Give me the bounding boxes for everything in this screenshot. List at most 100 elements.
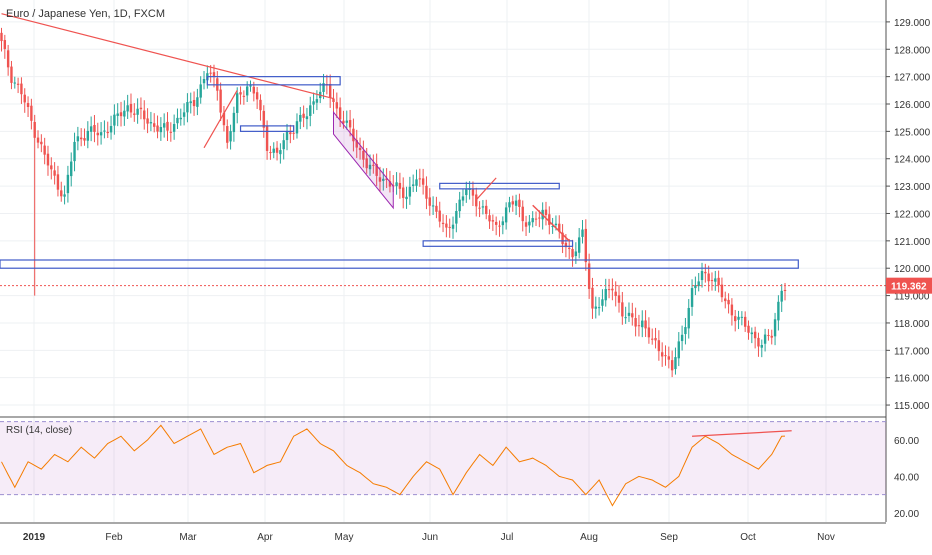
candle <box>179 117 182 120</box>
candle <box>518 199 521 207</box>
candle <box>431 205 435 207</box>
candle <box>219 89 222 113</box>
price-tick-label: 125.000 <box>894 127 931 138</box>
candle <box>455 211 458 224</box>
candle <box>275 147 279 153</box>
candle <box>328 83 332 98</box>
candle <box>86 130 90 141</box>
candle <box>651 338 654 340</box>
candle <box>358 147 362 151</box>
candle <box>176 117 179 124</box>
candle <box>146 118 149 124</box>
candle <box>720 284 724 298</box>
candle <box>342 120 345 124</box>
last-price-label: 119.362 <box>891 282 927 293</box>
candle <box>76 136 80 142</box>
candle <box>451 224 455 229</box>
candle <box>687 307 690 329</box>
candle <box>501 221 505 226</box>
candle <box>627 312 631 316</box>
candle <box>534 218 538 220</box>
candle <box>53 170 56 176</box>
candle <box>136 108 139 115</box>
candle <box>50 165 53 170</box>
rsi-tick-label: 40.00 <box>894 472 919 483</box>
candle <box>382 178 385 181</box>
candle <box>634 318 637 327</box>
candle <box>289 132 292 135</box>
rsi-tick-label: 20.00 <box>894 509 919 520</box>
candle <box>597 307 601 309</box>
candle <box>750 332 754 335</box>
candle <box>441 222 445 225</box>
candle <box>777 301 780 321</box>
candle <box>3 40 7 49</box>
candle <box>475 194 478 207</box>
candle <box>508 202 511 208</box>
candle <box>667 356 671 360</box>
candle <box>236 93 239 113</box>
candle <box>355 140 358 148</box>
candle <box>166 121 169 131</box>
price-tick-label: 121.000 <box>894 237 931 248</box>
candle <box>411 184 415 186</box>
candle <box>421 178 425 185</box>
candle <box>641 320 644 328</box>
rsi-line <box>1 424 786 507</box>
candle <box>212 72 216 77</box>
candle <box>654 337 657 341</box>
rsi-tick-label: 60.00 <box>894 436 919 447</box>
axes-group: 129.000 128.000 127.000 126.000 125.000 124.0… <box>0 0 932 543</box>
candle <box>126 105 129 112</box>
candle <box>724 298 727 302</box>
candle <box>524 222 528 227</box>
date-tick-label: Oct <box>740 532 756 543</box>
candle <box>302 113 305 118</box>
candle <box>544 209 548 216</box>
candle <box>647 327 651 338</box>
breakdown-line <box>532 204 570 242</box>
candle <box>408 186 412 197</box>
candle <box>70 161 73 177</box>
candle <box>79 137 83 140</box>
candle <box>20 83 23 95</box>
candle <box>717 277 720 286</box>
date-tick-label: May <box>335 532 354 543</box>
candle <box>96 132 99 136</box>
candle <box>395 182 398 187</box>
candle <box>103 130 106 132</box>
wedge-line <box>475 177 497 201</box>
candle <box>690 288 694 307</box>
candle <box>162 123 166 128</box>
candle <box>66 174 70 194</box>
candle <box>783 289 787 291</box>
candle <box>743 316 747 327</box>
candle <box>63 194 66 197</box>
candle <box>773 319 777 337</box>
candle <box>159 127 163 133</box>
candle <box>338 107 342 120</box>
date-tick-label: Aug <box>580 532 598 543</box>
candle <box>388 181 392 187</box>
candle <box>471 188 475 196</box>
candle <box>113 114 116 126</box>
candle <box>186 102 189 113</box>
candle <box>521 206 524 222</box>
candle <box>488 215 491 222</box>
candle <box>737 316 740 320</box>
support-box <box>239 125 295 132</box>
candle <box>73 141 76 162</box>
date-tick-label: Sep <box>660 532 678 543</box>
candle <box>770 335 773 338</box>
candle <box>89 126 93 132</box>
price-tick-label: 117.000 <box>894 346 930 357</box>
candle <box>226 126 229 143</box>
candle <box>259 99 262 111</box>
price-tick-label: 126.000 <box>894 100 931 111</box>
candle <box>285 131 289 141</box>
candle <box>767 335 770 337</box>
candle <box>36 137 40 143</box>
candle <box>56 174 60 190</box>
candle <box>116 113 119 116</box>
candle <box>30 105 33 121</box>
